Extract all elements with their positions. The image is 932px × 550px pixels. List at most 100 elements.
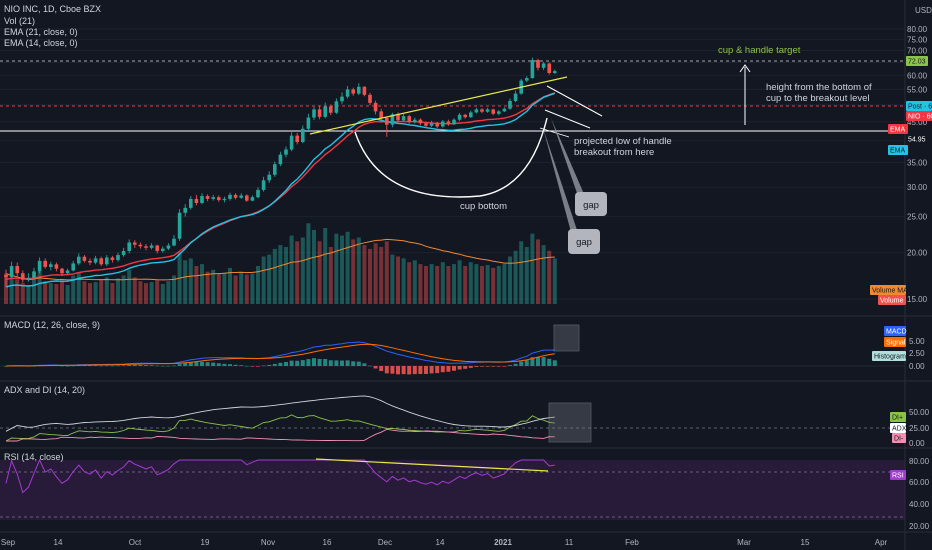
volume-bar — [530, 233, 535, 304]
volume-bar — [138, 281, 143, 304]
candle-body — [133, 242, 137, 245]
volume-bar — [132, 277, 137, 304]
candle-body — [312, 109, 316, 118]
candle-body — [480, 109, 484, 112]
axis-tag-label: Post · 61.03 — [908, 104, 932, 111]
volume-bar — [468, 262, 473, 304]
price-tick-label: 35.00 — [907, 158, 928, 167]
macd-histogram-bar — [289, 360, 294, 366]
volume-bar — [65, 285, 70, 304]
macd-histogram-bar — [502, 366, 507, 367]
axis-tag-box — [890, 470, 906, 480]
macd-histogram-bar — [261, 365, 266, 367]
candle-body — [32, 271, 36, 278]
candle-body — [289, 135, 294, 150]
candle-body — [541, 63, 546, 68]
adx-tick-label: 50.00 — [909, 408, 930, 417]
candle-body — [82, 256, 87, 261]
macd-histogram-bar — [407, 366, 412, 375]
volume-bar — [267, 254, 272, 304]
axis-tag-label: DI- — [894, 436, 904, 443]
candle-body — [306, 117, 311, 129]
symbol-legend[interactable]: NIO INC, 1D, Cboe BZX — [4, 4, 102, 14]
ema14-legend[interactable]: EMA (14, close, 0) — [4, 38, 78, 48]
candle-body — [222, 198, 227, 201]
macd-histogram-bar — [284, 361, 288, 366]
time-tick-label: 14 — [54, 538, 63, 547]
volume-bar — [233, 275, 238, 304]
candle-body — [43, 260, 47, 267]
rsi-legend[interactable]: RSI (14, close) — [4, 452, 64, 462]
adx-line — [5, 395, 555, 432]
price-tick-label: 70.00 — [907, 47, 928, 56]
macd-histogram-bar — [340, 360, 344, 366]
macd-histogram-bar — [536, 357, 540, 366]
macd-histogram-bar — [345, 360, 350, 366]
macd-histogram-bar — [267, 364, 272, 366]
candle-body — [172, 238, 176, 246]
gap-pointer — [543, 128, 577, 232]
volume-bar — [183, 260, 188, 304]
height-annotation-line1: height from the bottom of — [766, 82, 872, 93]
volume-bar — [37, 271, 42, 304]
candle-body — [161, 248, 165, 251]
volume-bar — [424, 266, 428, 304]
volume-bar — [312, 229, 316, 304]
candle-body — [368, 94, 372, 103]
volume-bar — [71, 275, 76, 304]
axis-tag-label: NIO · 60.87 — [908, 114, 932, 121]
volume-bar — [390, 254, 395, 304]
axis-tag-label: MACD — [886, 329, 907, 336]
macd-legend[interactable]: MACD (12, 26, close, 9) — [4, 320, 101, 330]
volume-bar — [306, 223, 311, 304]
time-tick-label: Oct — [129, 538, 142, 547]
volume-legend[interactable]: Vol (21) — [4, 16, 36, 26]
macd-histogram-bar — [250, 366, 255, 367]
macd-tick-label: 2.50 — [909, 349, 925, 358]
time-tick-label: Sep — [1, 538, 16, 547]
di-minus-line — [6, 428, 555, 442]
axis-tag-box — [906, 101, 932, 111]
time-tick-label: 16 — [323, 538, 332, 547]
macd-histogram-bar — [300, 360, 305, 366]
volume-bar — [407, 262, 412, 304]
candle-body — [273, 164, 277, 175]
candle-body — [379, 111, 383, 118]
candle-body — [88, 260, 92, 263]
adx-legend[interactable]: ADX and DI (14, 20) — [4, 385, 86, 395]
volume-bar — [76, 272, 81, 304]
axis-tag-label: EMA — [890, 127, 906, 134]
volume-bar — [368, 248, 372, 304]
macd-histogram-bar — [390, 366, 395, 374]
candle-body — [138, 244, 143, 247]
macd-histogram-bar — [474, 366, 479, 367]
volume-bar — [396, 256, 400, 304]
candle-body — [65, 270, 70, 274]
candle-body — [211, 197, 215, 199]
adx-tick-label: 25.00 — [909, 424, 930, 433]
volume-ma-line — [5, 238, 555, 281]
volume-bar — [541, 245, 546, 304]
candle-body — [149, 245, 154, 248]
volume-bar — [345, 231, 350, 304]
macd-histogram-bar — [200, 361, 204, 366]
volume-bar — [211, 269, 216, 304]
volume-bar — [547, 250, 552, 304]
candle-body — [502, 108, 507, 112]
macd-histogram-bar — [412, 366, 417, 375]
macd-histogram-bar — [138, 364, 143, 366]
macd-histogram-bar — [519, 361, 524, 366]
adx-tick-label: 0.00 — [909, 439, 925, 448]
projected-annotation-line2: breakout from here — [574, 147, 654, 158]
candle-body — [295, 135, 299, 143]
candle-body — [390, 114, 395, 125]
candle-body — [189, 198, 193, 208]
ema21-legend[interactable]: EMA (21, close, 0) — [4, 27, 78, 37]
macd-histogram-bar — [4, 366, 8, 367]
macd-histogram-bar — [334, 360, 339, 366]
macd-histogram-bar — [216, 363, 221, 366]
macd-histogram-bar — [239, 365, 244, 366]
candle-body — [345, 89, 350, 97]
macd-histogram-bar — [110, 365, 115, 367]
